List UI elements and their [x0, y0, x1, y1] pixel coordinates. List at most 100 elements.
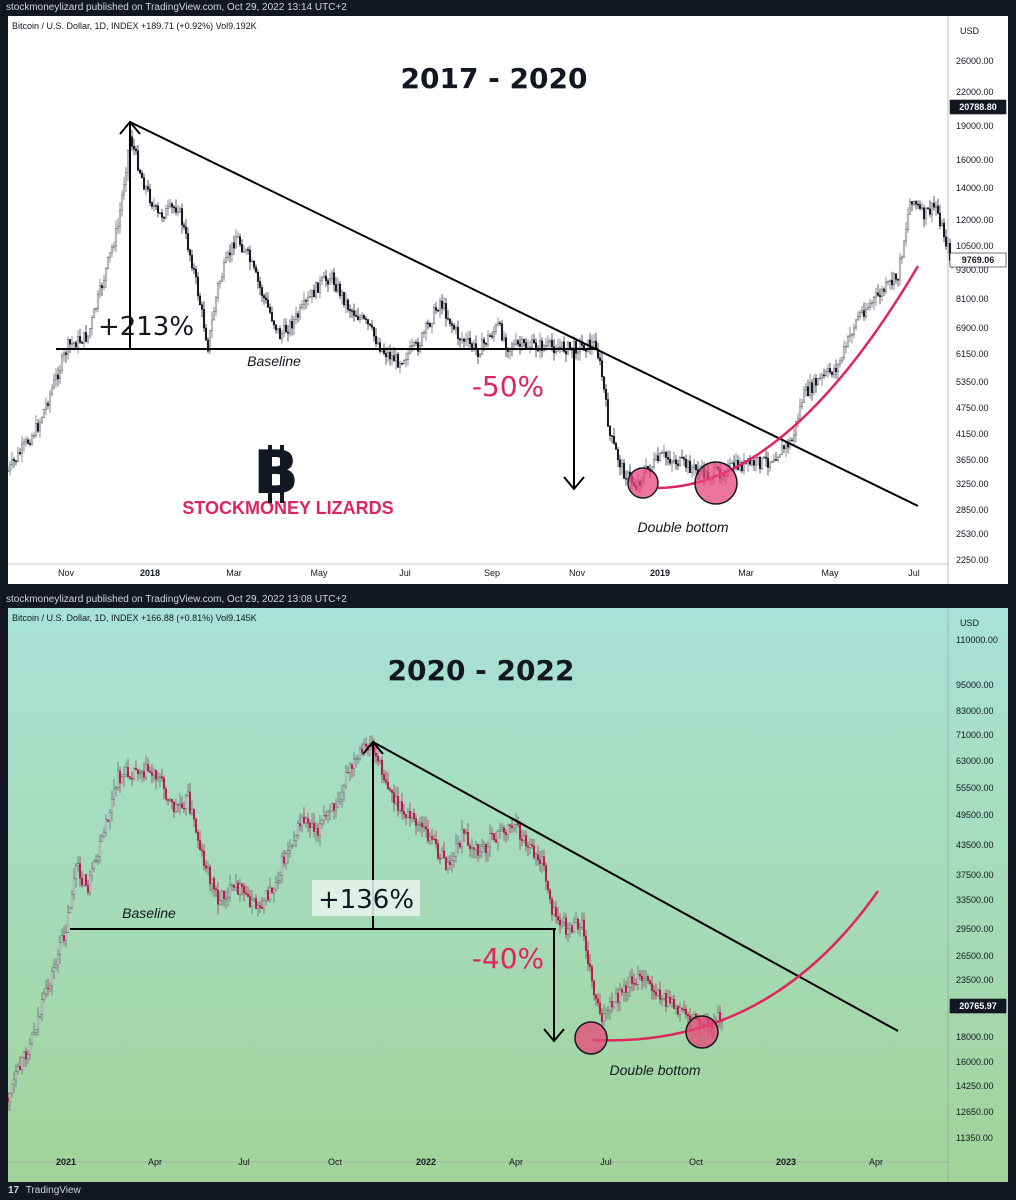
candle-body	[530, 844, 534, 847]
candle-body	[96, 293, 100, 309]
price-candles	[8, 129, 954, 494]
y-tick-label: 6150.00	[956, 349, 989, 359]
candle-body	[30, 1034, 34, 1045]
candle-body	[566, 928, 570, 935]
candle-body	[832, 367, 836, 375]
candle-body	[876, 292, 880, 296]
candle-body	[940, 222, 944, 227]
candle-body	[344, 772, 348, 787]
candle-body	[684, 1009, 688, 1015]
candle-body	[156, 777, 160, 780]
candle-body	[40, 999, 44, 1015]
candle-body	[478, 354, 482, 357]
candle-body	[550, 340, 554, 347]
y-tick-label: 71000.00	[956, 730, 994, 740]
candle-body	[500, 827, 504, 830]
candle-body	[284, 853, 288, 864]
x-tick-label: Jul	[238, 1157, 250, 1167]
candle-body	[610, 435, 614, 437]
candle-body	[324, 815, 328, 817]
candle-body	[384, 779, 388, 783]
candle-body	[104, 819, 108, 833]
candle-body	[624, 985, 628, 993]
price-label: 20765.97	[959, 1001, 997, 1011]
candle-body	[432, 307, 436, 324]
candle-body	[292, 839, 296, 847]
candle-body	[62, 935, 66, 941]
candle-body	[346, 299, 350, 310]
candle-body	[666, 457, 670, 460]
candle-body	[312, 289, 316, 298]
candle-body	[516, 340, 520, 345]
candle-body	[436, 309, 440, 312]
candle-body	[896, 278, 900, 281]
candle-body	[210, 319, 214, 331]
x-tick-label: Oct	[328, 1157, 343, 1167]
candle-body	[666, 997, 670, 1007]
candle-body	[900, 256, 904, 259]
candle-body	[874, 292, 878, 298]
candle-body	[802, 389, 806, 403]
candle-body	[658, 453, 662, 461]
candle-body	[524, 835, 528, 847]
candle-body	[204, 865, 208, 869]
candle-body	[248, 896, 252, 908]
candle-body	[414, 818, 418, 826]
candle-body	[254, 267, 258, 273]
candle-body	[378, 342, 382, 352]
candle-body	[270, 312, 274, 322]
candle-body	[686, 1014, 690, 1017]
candle-body	[830, 371, 834, 375]
candle-body	[416, 342, 420, 352]
candle-body	[158, 212, 162, 214]
candle-body	[22, 441, 26, 445]
y-tick-label: 26500.00	[956, 951, 994, 961]
candle-body	[326, 811, 330, 817]
candle-body	[664, 992, 668, 1007]
candle-body	[332, 803, 336, 811]
y-tick-label: 3250.00	[956, 479, 989, 489]
candle-body	[208, 866, 212, 885]
candle-body	[628, 976, 632, 988]
candle-body	[864, 308, 868, 317]
candle-body	[242, 251, 246, 253]
candle-body	[200, 304, 204, 310]
candle-body	[540, 340, 544, 351]
candle-body	[176, 804, 180, 806]
x-tick-label: Apr	[148, 1157, 162, 1167]
candle-body	[670, 461, 674, 464]
candle-body	[892, 273, 896, 286]
candle-body	[316, 282, 320, 293]
candle-body	[682, 1009, 686, 1011]
candle-body	[490, 832, 494, 835]
candle-body	[216, 283, 220, 298]
candle-body	[410, 812, 414, 819]
candle-body	[620, 989, 624, 993]
candle-body	[584, 350, 588, 352]
candle-body	[18, 1065, 22, 1070]
candle-body	[362, 315, 366, 319]
candle-body	[330, 272, 334, 280]
candle-body	[130, 777, 134, 780]
candle-body	[854, 319, 858, 329]
candle-body	[464, 339, 468, 342]
candle-body	[314, 827, 318, 832]
candle-body	[230, 884, 234, 886]
candle-body	[438, 300, 442, 311]
candle-body	[290, 321, 294, 329]
candle-body	[404, 814, 408, 818]
price-label-box	[949, 99, 1007, 115]
candle-body	[278, 875, 282, 882]
candle-body	[342, 785, 346, 793]
candle-body	[406, 811, 410, 818]
candle-body	[222, 262, 226, 278]
candle-body	[16, 1065, 20, 1073]
candle-body	[780, 445, 784, 455]
candle-body	[40, 417, 44, 423]
candle-body	[424, 322, 428, 333]
candle-body	[602, 1012, 606, 1022]
candle-body	[776, 456, 780, 461]
y-tick-label: 6900.00	[956, 323, 989, 333]
brand-label: STOCKMONEY LIZARDS	[182, 498, 393, 518]
candle-body	[814, 378, 818, 386]
